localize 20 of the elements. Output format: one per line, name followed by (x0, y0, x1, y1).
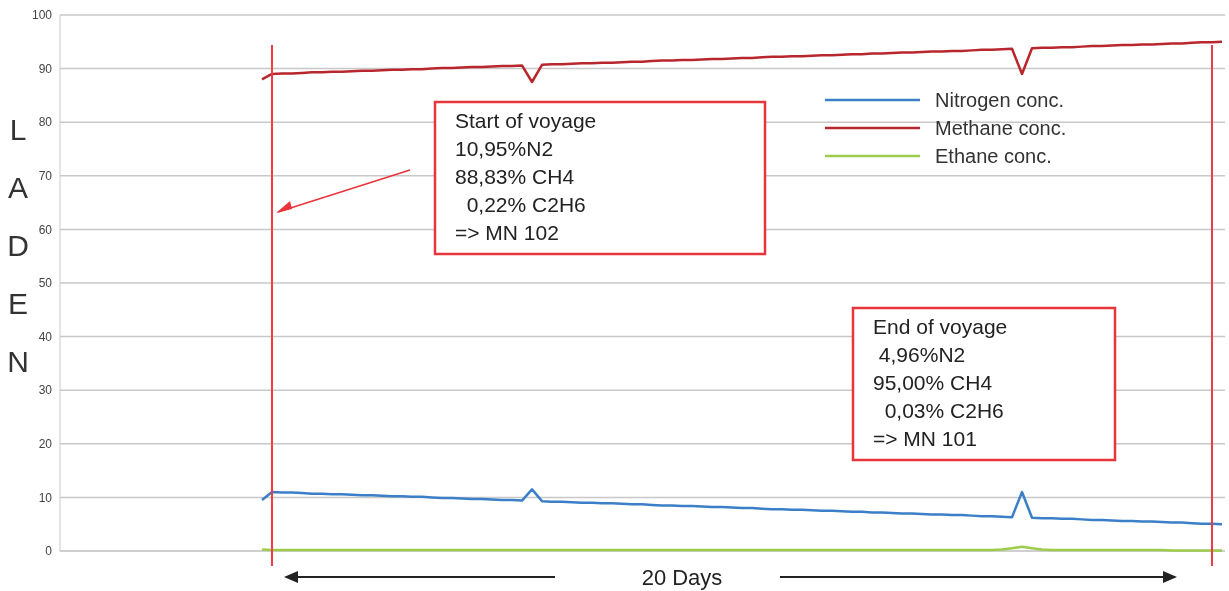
y-tick-label: 70 (38, 169, 53, 183)
y-tick-label: 100 (31, 8, 53, 23)
y-tick-label: 40 (38, 329, 53, 344)
legend-label: Methane conc. (935, 117, 1067, 139)
y-tick-label: 60 (38, 222, 53, 237)
y-tick-label: 10 (38, 490, 53, 505)
y-tick-label: 50 (38, 276, 53, 291)
y-tick-label: 20 (38, 437, 53, 451)
y-tick-label: 80 (38, 115, 53, 130)
y-tick-label: 90 (38, 61, 53, 76)
text: 20 Days (641, 565, 723, 590)
y-tick-label: 0 (45, 544, 53, 559)
annotation: End of voyage 4,96%N2 95,00% CH4 0,03% C2H6 => MN 101 (873, 315, 1008, 450)
annotation: Start of voyage 10,95%N2 88,83% CH4 0,22% C2H6 => MN 102 (455, 109, 597, 244)
line-series (260, 488, 1224, 526)
y-axis-title: LADEN (7, 113, 29, 378)
legend-label: Ethane conc. (935, 145, 1052, 167)
legend-label: Nitrogen conc. (935, 89, 1064, 111)
y-tick-label: 30 (38, 383, 53, 398)
line-series (260, 40, 1224, 84)
